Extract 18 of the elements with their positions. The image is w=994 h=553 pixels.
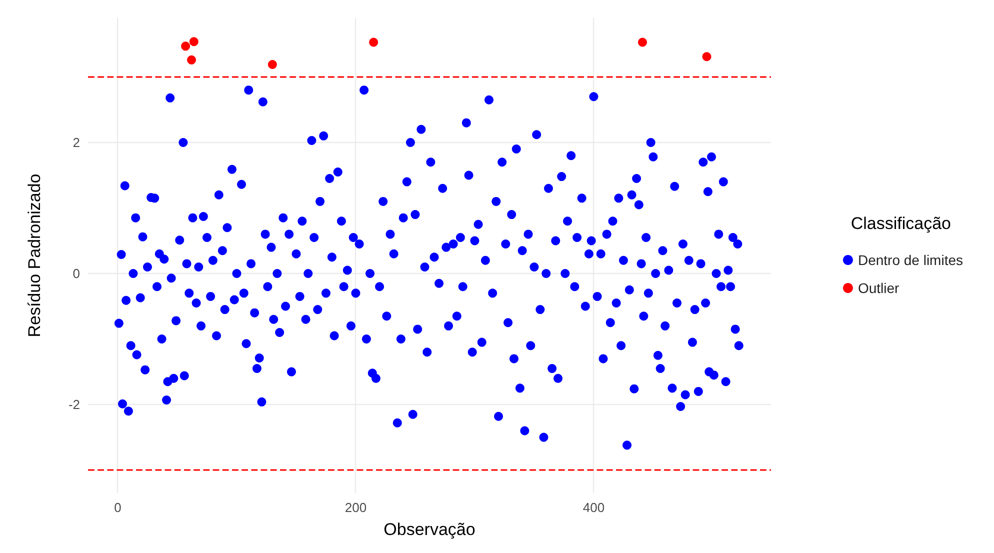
legend-title: Classificação: [850, 214, 952, 233]
point: [702, 52, 712, 62]
point: [189, 37, 198, 46]
point: [268, 60, 277, 70]
legend-label: Outlier: [858, 280, 900, 296]
x-tick-label: 0: [114, 500, 122, 515]
legend-label: Dentro de limites: [858, 252, 964, 268]
y-tick-label: -2: [68, 397, 80, 412]
y-tick-label: 0: [72, 266, 80, 282]
x-tick-label: 400: [582, 500, 605, 515]
point: [181, 42, 190, 51]
y-axis-title: Resíduo Padronizado: [25, 174, 44, 338]
y-tick-label: 2: [72, 134, 80, 150]
x-tick-label: 200: [344, 500, 367, 515]
point: [187, 55, 196, 64]
x-axis-title: Observação: [384, 520, 476, 539]
point: [369, 38, 378, 47]
point: [638, 38, 647, 47]
